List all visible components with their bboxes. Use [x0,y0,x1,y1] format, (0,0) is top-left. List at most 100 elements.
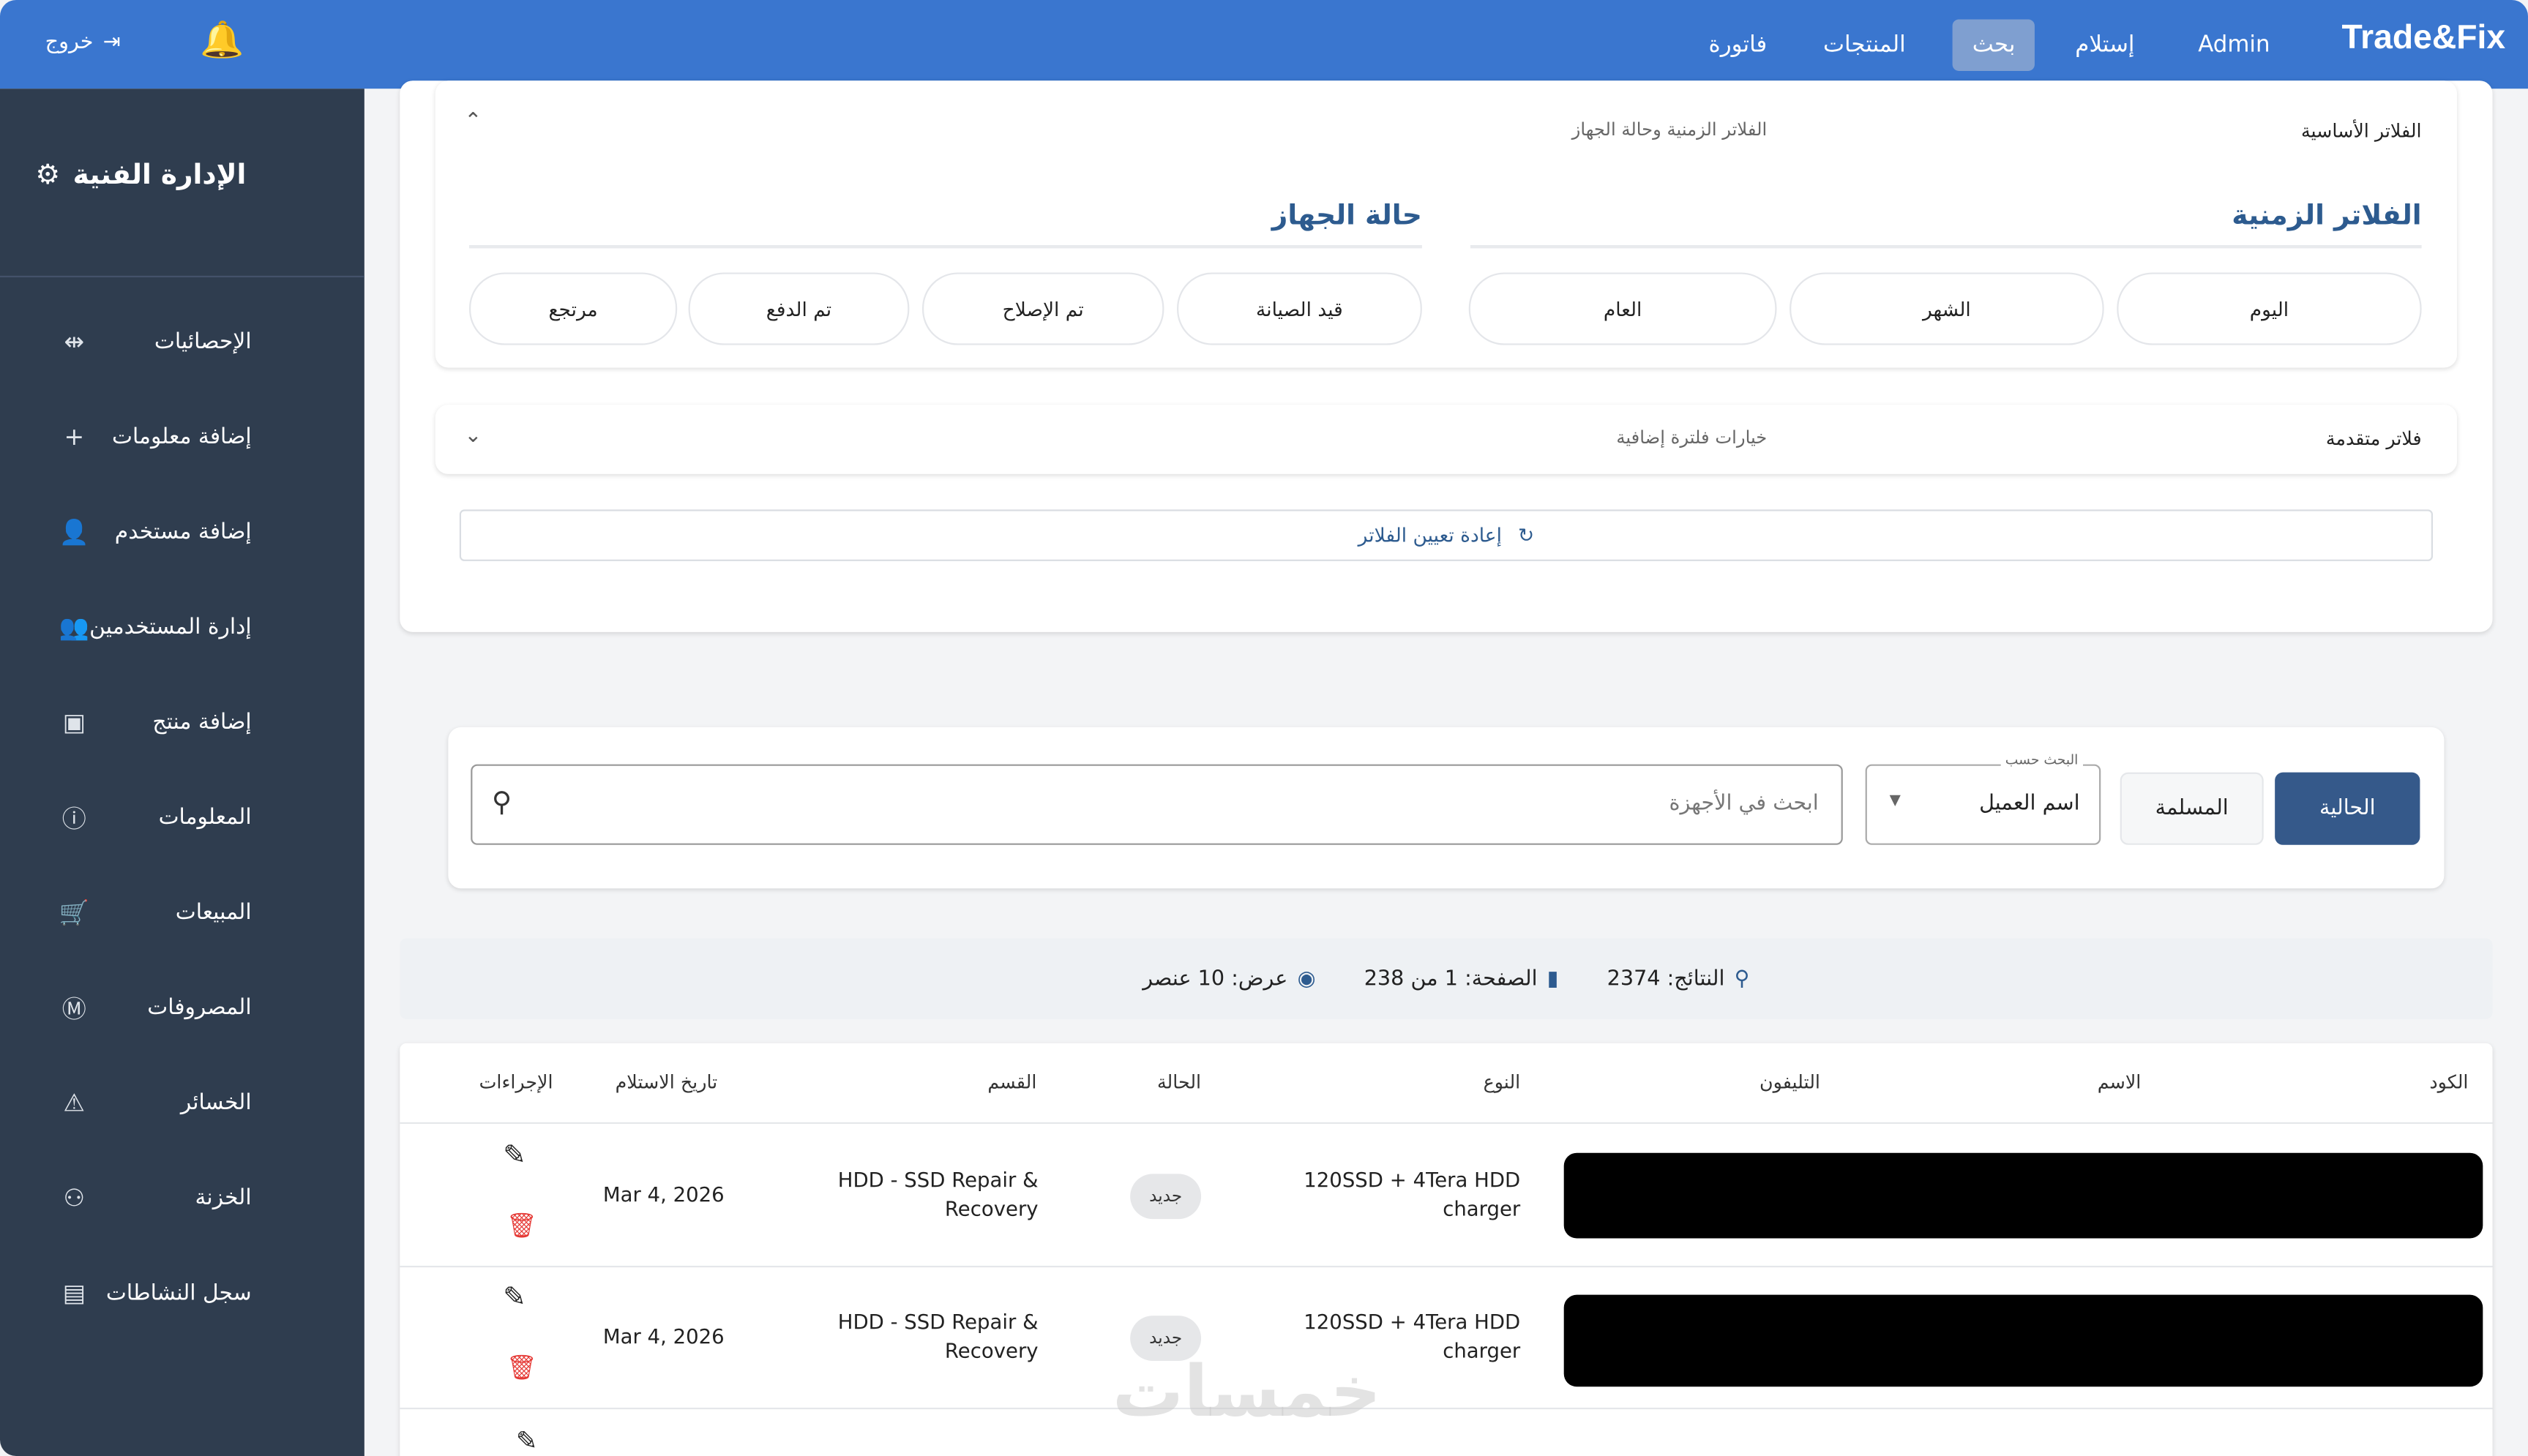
delete-icon[interactable]: 🗑 [506,1352,537,1382]
status-badge: جديد [1130,1316,1202,1362]
edit-icon[interactable]: ✎ [503,1282,526,1315]
cell-type: 120SSD + 4Tera HDD charger [1304,1309,1521,1363]
bell-icon[interactable]: 🔔 [200,20,244,61]
search-icon: ⚲ [491,787,512,819]
sidebar-item-expenses[interactable]: Ⓜ المصروفات [0,975,364,1040]
cell-date: Mar 4, 2026 [602,1324,725,1348]
column-header[interactable]: القسم [987,1070,1037,1094]
chevron-down-icon[interactable]: ⌄ [464,424,482,449]
refresh-icon: ↻ [1517,524,1535,547]
users-icon: 👥 [59,612,89,642]
column-header[interactable]: تاريخ الاستلام [615,1070,718,1094]
nav-products[interactable]: المنتجات [1822,32,1906,59]
brand-logo: Trade&Fix [2341,19,2506,57]
chip-returned[interactable]: مرتجع [469,272,678,345]
tab-current[interactable]: الحالية [2275,772,2420,845]
cell-date: Mar 4, 2026 [602,1182,725,1207]
logout-icon: ⇥ [102,30,121,55]
search-placeholder: ابحث في الأجهزة [1669,792,1819,817]
divider [400,1122,2493,1125]
edit-icon[interactable]: ✎ [503,1140,526,1173]
redacted-block [1563,1294,2483,1387]
logout-button[interactable]: خروج ⇥ [45,31,121,55]
sidebar-item-log[interactable]: ▤ سجل النشاطات [0,1261,364,1325]
chip-paid[interactable]: تم الدفع [688,272,910,345]
chevron-up-icon[interactable]: ⌃ [464,109,482,134]
search-by-value: اسم العميل [1979,792,2080,817]
sidebar-title: الإدارة الفنية [72,160,247,192]
watermark: خمسات [1112,1351,1382,1434]
column-header[interactable]: التليفون [1759,1070,1820,1094]
sidebar-item-label: سجل النشاطات [105,1280,252,1307]
column-header[interactable]: الاسم [2097,1070,2142,1094]
add-user-icon: 👤 [59,517,89,547]
basic-filters-subtitle: الفلاتر الزمنية وحالة الجهاز [1571,119,1768,140]
sidebar-item-users[interactable]: 👥 إدارة المستخدمين [0,595,364,659]
chip-in-maintenance[interactable]: قيد الصيانة [1177,272,1422,345]
warning-icon: ⚠ [63,1088,86,1118]
search-by-select[interactable]: البحث حسب اسم العميل ▼ [1865,753,2101,845]
nav-search[interactable]: بحث [1953,19,2035,71]
stats-icon: ⇹ [64,327,85,357]
sidebar-item-cart[interactable]: 🛒 المبيعات [0,880,364,945]
status-badge: جديد [1130,1174,1202,1220]
edit-icon[interactable]: ✎ [515,1425,538,1456]
divider [0,275,364,278]
nav-invoice[interactable]: فاتورة [1708,32,1768,59]
sidebar-item-stats[interactable]: ⇹ الإحصائيات [0,309,364,374]
gear-icon: ⚙ [35,160,61,192]
chip-today[interactable]: اليوم [2117,272,2422,345]
results-count: ⚲ النتائج: 2374 [1607,967,1750,991]
redacted-block [1563,1152,2483,1239]
column-header[interactable]: الكود [2429,1070,2469,1094]
dropdown-arrow-icon: ▼ [1889,793,1901,810]
delete-icon[interactable]: 🗑 [506,1211,537,1240]
sidebar-item-label: الخزنة [195,1185,252,1212]
tab-delivered[interactable]: المسلمة [2120,772,2264,845]
advanced-filters-panel[interactable]: فلاتر متقدمة خيارات فلترة إضافية ⌄ [435,405,2458,474]
sidebar-item-label: الخسائر [180,1089,252,1117]
status-filters-title: حالة الجهاز [1271,200,1422,233]
eye-icon: ◉ [1297,967,1316,991]
column-header[interactable]: الإجراءات [479,1070,553,1094]
search-input[interactable]: ابحث في الأجهزة ⚲ [471,764,1843,845]
sidebar-item-label: المبيعات [175,899,252,926]
sidebar-item-label: الإحصائيات [154,329,252,355]
page-info: ▮ الصفحة: 1 من 238 [1364,967,1559,991]
chip-year[interactable]: العام [1468,272,1777,345]
chip-month[interactable]: الشهر [1790,272,2104,345]
sidebar-item-label: المصروفات [147,994,252,1021]
sidebar-item-plus[interactable]: + إضافة معلومات [0,405,364,469]
sidebar-item-safe[interactable]: ⚇ الخزنة [0,1166,364,1230]
log-icon: ▤ [62,1278,86,1308]
sidebar-item-label: إدارة المستخدمين [89,614,252,640]
sidebar-item-add-user[interactable]: 👤 إضافة مستخدم [0,500,364,564]
cell-type: 120SSD + 4Tera HDD charger [1304,1167,1521,1221]
sidebar-item-label: إضافة منتج [152,709,252,735]
chip-repaired[interactable]: تم الإصلاح [922,272,1164,345]
cell-section: HDD - SSD Repair & Recovery [837,1309,1039,1363]
show-count-text: عرض: 10 عنصر [1143,967,1288,991]
reset-filters-button[interactable]: إعادة تعيين الفلاتر ↻ [459,509,2434,561]
logout-label: خروج [45,30,94,55]
column-header[interactable]: الحالة [1156,1070,1202,1094]
time-filters-title: الفلاتر الزمنية [2232,200,2422,233]
column-header[interactable]: النوع [1483,1070,1521,1094]
sidebar-item-label: إضافة معلومات [111,424,252,450]
results-summary: ⚲ النتائج: 2374 ▮ الصفحة: 1 من 238 ◉ عرض: 1… [400,938,2493,1019]
sidebar-item-warning[interactable]: ⚠ الخسائر [0,1070,364,1135]
safe-icon: ⚇ [63,1183,86,1213]
search-card: الحالية المسلمة البحث حسب اسم العميل ▼ ا… [448,727,2445,889]
divider [469,244,1422,249]
advanced-filters-subtitle: خيارات فلترة إضافية [1616,427,1768,449]
basic-filters-title[interactable]: الفلاتر الأساسية [2300,119,2422,142]
expenses-icon: Ⓜ [61,994,86,1024]
page-info-text: الصفحة: 1 من 238 [1364,967,1538,991]
sidebar-item-box[interactable]: ▣ إضافة منتج [0,690,364,754]
sidebar: ⚙ الإدارة الفنية ⇹ الإحصائيات + إضافة معلوما… [0,89,364,1456]
sidebar-item-info[interactable]: ⓘ المعلومات [0,785,364,849]
nav-admin[interactable]: Admin [2198,32,2270,59]
nav-receive[interactable]: إستلام [2075,32,2135,59]
cart-icon: 🛒 [59,898,89,928]
info-icon: ⓘ [61,803,86,833]
